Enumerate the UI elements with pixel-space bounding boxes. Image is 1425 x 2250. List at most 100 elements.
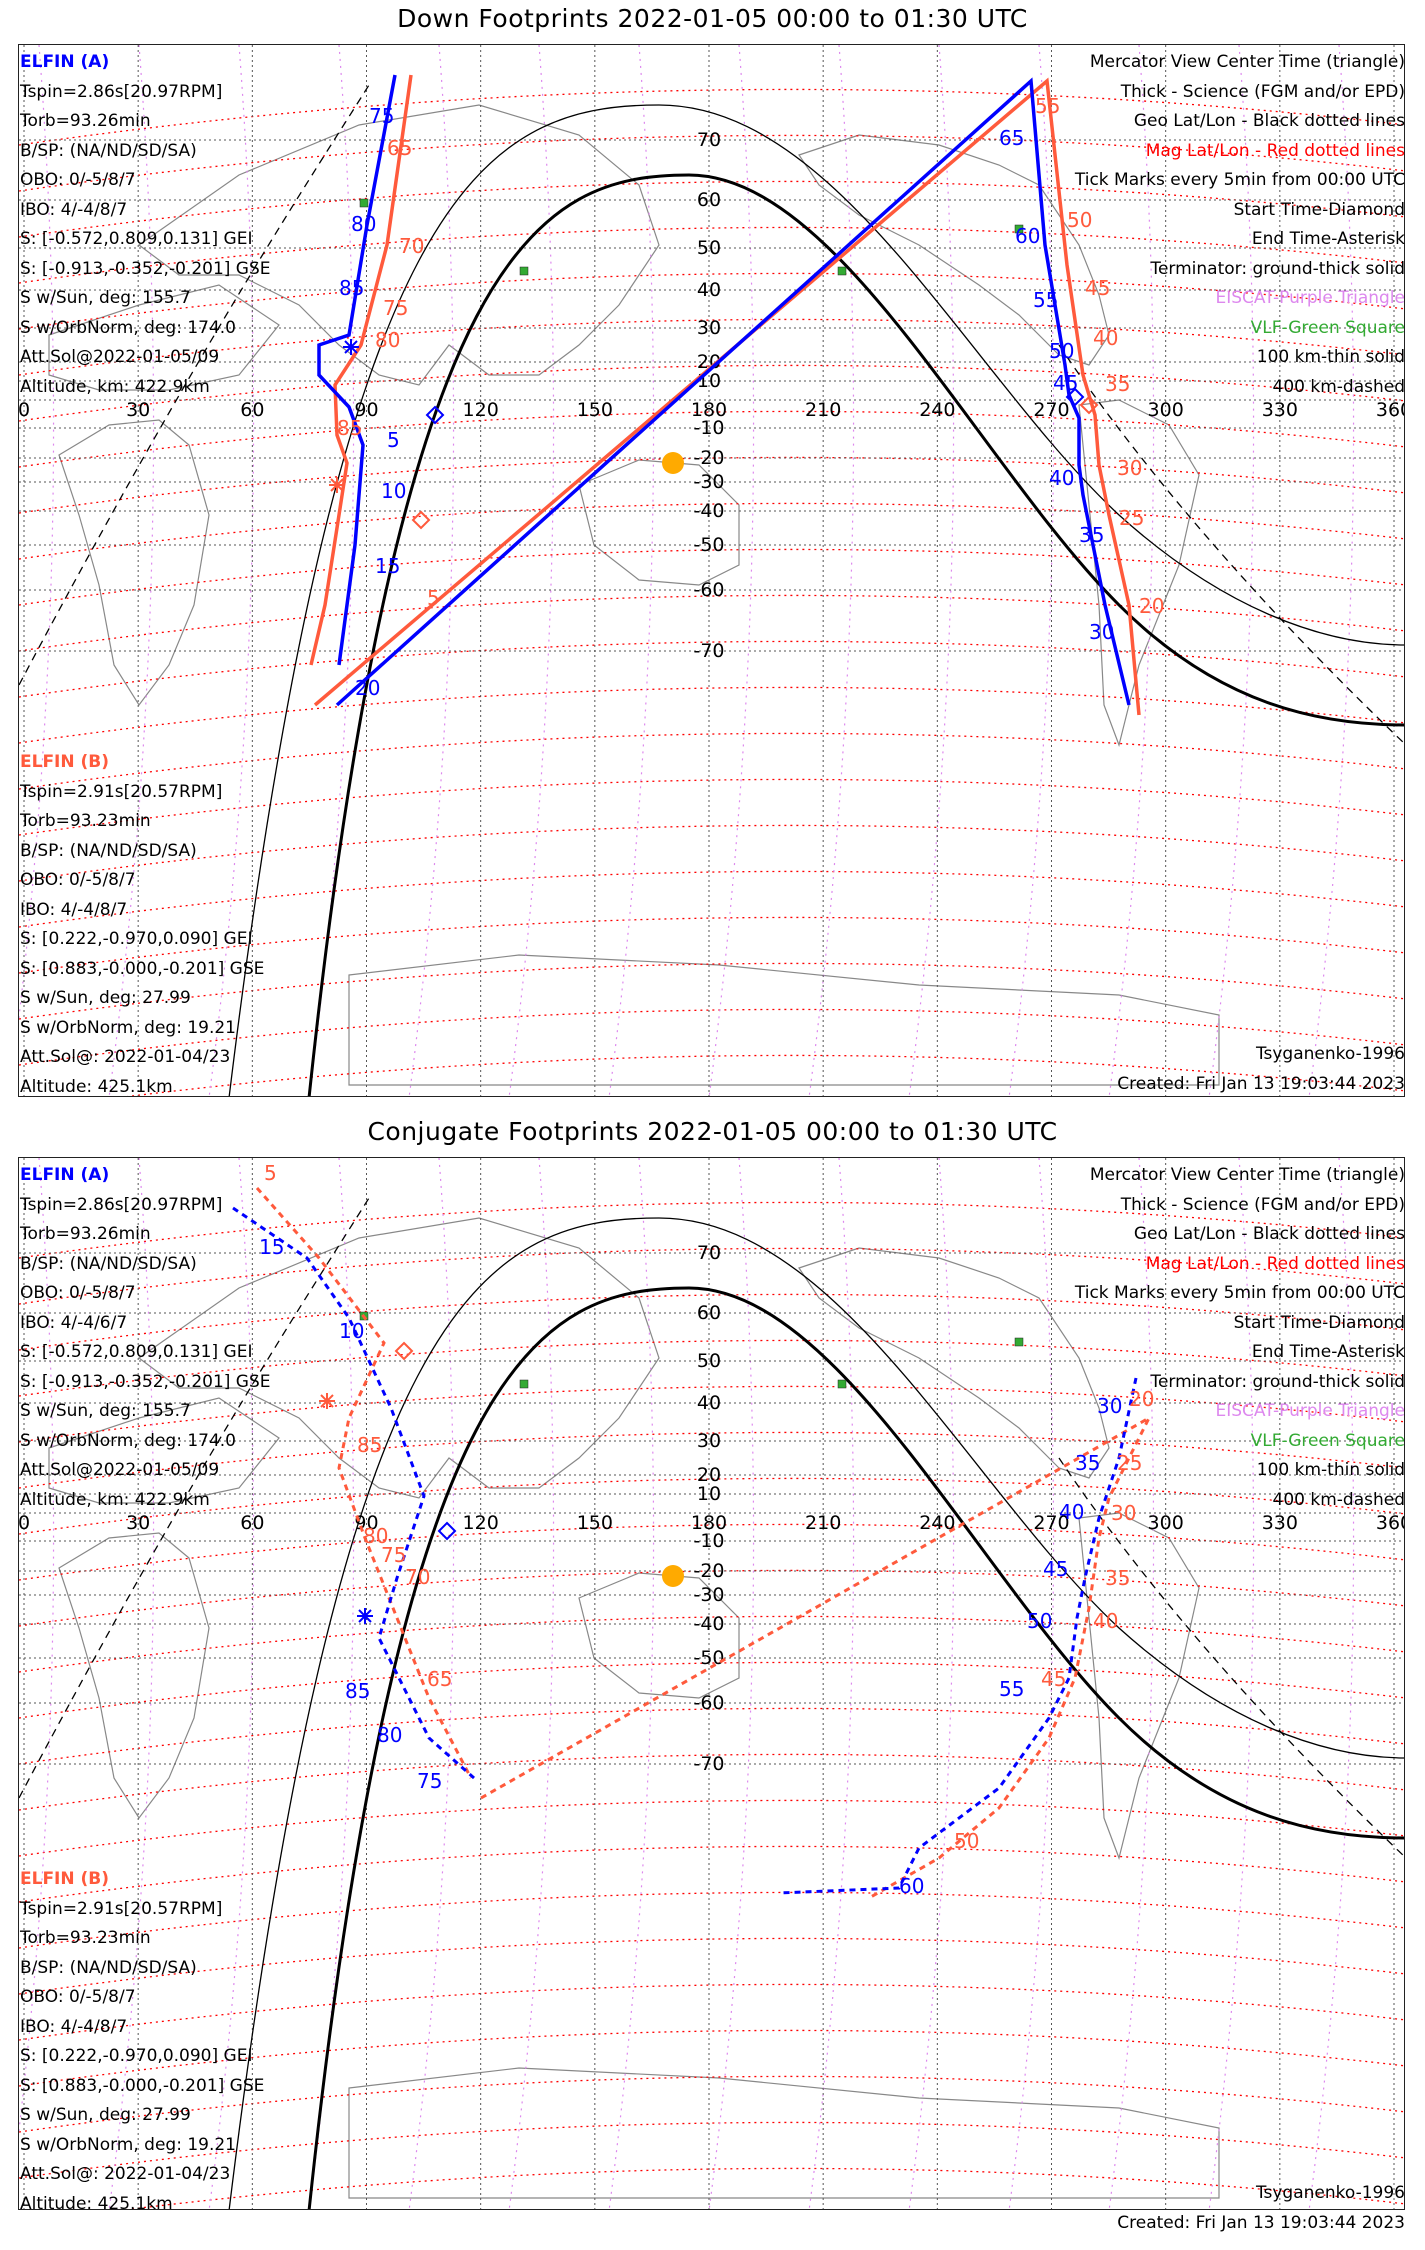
coastline: [348, 954, 1220, 1086]
lon-tick-label: 120: [463, 1512, 499, 1534]
mag-lat-line: [19, 1753, 1404, 1811]
lat-tick-label: 50: [697, 1350, 721, 1372]
elfin-b-tick-label: 30: [1117, 456, 1142, 480]
elfin-b-tick-label: 80: [363, 1524, 388, 1548]
info-line: Tspin=2.86s[20.97RPM]: [20, 1194, 223, 1215]
lon-tick-label: 0: [19, 399, 30, 421]
mag-lat-line: [19, 1937, 1404, 1995]
mag-lat-line: [19, 916, 1404, 974]
info-line: S: [0.883,-0.000,-0.201] GSE: [20, 958, 265, 979]
info-line: Att.Sol@: 2022-01-04/23: [20, 2164, 231, 2184]
lat-tick-label: 30: [697, 1430, 721, 1452]
down-footprints-panel: Down Footprints 2022-01-05 00:00 to 01:3…: [0, 0, 1425, 1110]
elfin-a-tick-label: 10: [339, 1319, 364, 1343]
mag-lon-line: [408, 45, 455, 1096]
lon-tick-label: 360: [1376, 1512, 1405, 1534]
lon-tick-label: 360: [1376, 399, 1405, 421]
lat-tick-label: -30: [693, 1584, 724, 1606]
legend-item: VLF-Green Square: [1250, 1430, 1405, 1451]
elfin-b-tick-label: 25: [1119, 506, 1144, 530]
mag-lon-line: [508, 1158, 555, 2209]
mag-lat-line: [19, 1385, 1404, 1443]
lat-tick-label: -60: [693, 1692, 724, 1714]
lon-tick-label: 30: [126, 1512, 150, 1534]
elfin-a-tick-label: 5: [387, 428, 400, 452]
lat-tick-label: -70: [693, 1753, 724, 1775]
mag-lon-line: [908, 45, 955, 1096]
mag-lat-line: [19, 502, 1404, 560]
info-line: Torb=93.26min: [20, 1224, 151, 1244]
lat-tick-label: -50: [693, 1647, 724, 1669]
lon-tick-label: 330: [1262, 1512, 1298, 1534]
mag-lat-line: [19, 1339, 1404, 1397]
info-line: OBO: 0/-5/8/7: [20, 870, 136, 890]
lon-tick-label: 60: [240, 399, 264, 421]
terminator-400km: [19, 1197, 1404, 1857]
elfin-a-tick-label: 20: [355, 676, 380, 700]
lat-tick-label: 30: [697, 317, 721, 339]
mag-lat-line: [19, 1431, 1404, 1489]
elfin-a-tick-label: 80: [377, 1723, 402, 1747]
elfin-b-name: ELFIN (B): [20, 1869, 110, 1889]
elfin-a-tick-label: 75: [369, 104, 394, 128]
lat-tick-label: -50: [693, 534, 724, 556]
coastline: [58, 419, 210, 707]
elfin-a-trace: [232, 1206, 475, 1780]
lat-tick-label: -70: [693, 640, 724, 662]
start-diamond: [394, 1341, 414, 1361]
mag-lat-line: [19, 180, 1404, 238]
legend-item: Mag Lat/Lon - Red dotted lines: [1145, 140, 1405, 161]
legend-item: Mercator View Center Time (triangle): [1089, 1165, 1405, 1185]
info-line: S w/OrbNorm, deg: 174.0: [20, 1430, 237, 1451]
coastline: [48, 1397, 280, 1504]
info-line: Att.Sol@2022-01-05/09: [20, 347, 220, 367]
elfin-a-info: ELFIN (A) Tspin=2.86s[20.97RPM] Torb=93.…: [20, 48, 271, 402]
mag-lat-line: [19, 1615, 1404, 1673]
info-line: Att.Sol@: 2022-01-04/23: [20, 1047, 231, 1067]
elfin-b-trace: [480, 1414, 1153, 1900]
info-line: S w/Sun, deg: 155.7: [20, 1401, 191, 1421]
start-diamond: [437, 1521, 457, 1541]
mag-lat-line: [19, 594, 1404, 652]
end-asterisk: [329, 477, 345, 493]
vlf-station-square: [359, 198, 369, 208]
mag-lon-line: [908, 1158, 955, 2209]
mag-lat-line: [19, 1707, 1404, 1765]
mercator-map: 0306090120150180210240270300330360706050…: [19, 45, 1405, 1096]
elfin-b-tick-label: 70: [405, 1565, 430, 1589]
info-line: Tspin=2.91s[20.57RPM]: [20, 1898, 223, 1919]
info-line: Torb=93.26min: [20, 111, 151, 131]
vlf-station-square: [1014, 224, 1024, 234]
info-line: Altitude: 425.1km: [20, 1076, 173, 1097]
info-line: IBO: 4/-4/6/7: [20, 1312, 128, 1333]
lat-tick-label: -30: [693, 471, 724, 493]
legend-item: Tick Marks every 5min from 00:00 UTC: [1074, 1283, 1405, 1303]
legend-item: Start Time-Diamond: [1233, 199, 1405, 220]
lat-tick-label: -40: [693, 500, 724, 522]
created-label: Created: Fri Jan 13 19:03:44 2023: [1117, 2212, 1405, 2233]
legend-item: EISCAT-Purple Triangle: [1215, 288, 1405, 308]
legend-item: Thick - Science (FGM and/or EPD): [1120, 1194, 1405, 1215]
elfin-b-trace: [255, 1187, 473, 1779]
mag-lat-line: [19, 1799, 1404, 1857]
info-line: B/SP: (NA/ND/SD/SA): [20, 1957, 197, 1978]
info-line: Att.Sol@2022-01-05/09: [20, 1460, 220, 1480]
elfin-b-tick-label: 5: [427, 586, 440, 610]
lon-tick-label: 150: [577, 1512, 613, 1534]
mag-lat-line: [19, 1661, 1404, 1719]
lat-tick-label: 20: [697, 351, 721, 373]
mag-lat-line: [19, 226, 1404, 284]
mag-lon-line: [608, 1158, 655, 2209]
lat-tick-label: -10: [693, 1530, 724, 1552]
mag-lat-line: [19, 548, 1404, 606]
lon-tick-label: 180: [691, 399, 727, 421]
elfin-a-tick-label: 45: [1043, 1557, 1068, 1581]
info-line: S w/Sun, deg: 27.99: [20, 988, 191, 1008]
elfin-a-trace: [317, 74, 397, 666]
vlf-station-square: [837, 1379, 847, 1389]
lon-tick-label: 150: [577, 399, 613, 421]
mag-lat-line: [19, 1845, 1404, 1903]
elfin-a-tick-label: 80: [351, 212, 376, 236]
lat-tick-label: -10: [693, 417, 724, 439]
info-line: S w/OrbNorm, deg: 19.21: [20, 2134, 237, 2155]
